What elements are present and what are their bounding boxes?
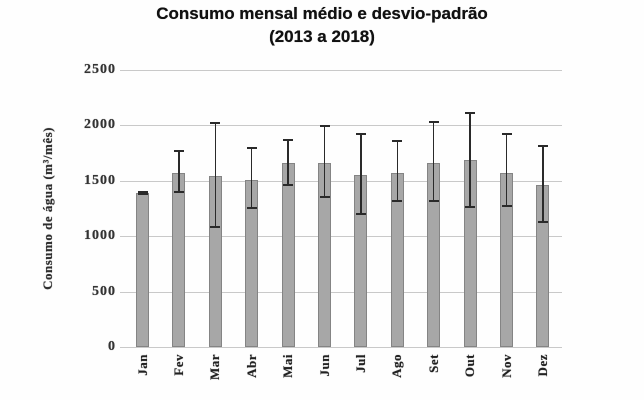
x-tick-label-Jan: Jan	[134, 354, 150, 376]
y-axis-title: Consumo de água (m³/mês)	[40, 127, 55, 290]
error-bar-line-Jan	[141, 191, 144, 195]
x-tick-label-Fev: Fev	[170, 354, 186, 376]
error-bar-line-Mar	[214, 123, 217, 227]
gridline-0	[120, 347, 562, 348]
chart-title-line1: Consumo mensal médio e desvio-padrão	[156, 4, 488, 23]
error-bar-cap-top-Out	[465, 112, 476, 115]
error-bar-line-Jul	[360, 134, 362, 215]
error-bar-line-Ago	[396, 140, 398, 202]
x-tick-label-Jun: Jun	[316, 354, 332, 377]
error-bar-cap-top-Set	[428, 120, 439, 123]
gridline-2500	[120, 70, 562, 71]
error-bar-cap-top-Jul	[355, 133, 366, 136]
x-tick-label-Set: Set	[425, 354, 441, 373]
bar-Mai	[281, 162, 295, 347]
error-bar-cap-top-Jan	[137, 190, 148, 193]
x-tick-label-Mai: Mai	[280, 354, 296, 378]
y-tick-label-1000: 1000	[84, 228, 116, 244]
x-tick-label-Dez: Dez	[534, 354, 550, 377]
y-tick-label-500: 500	[92, 283, 116, 299]
error-bar-cap-top-Fev	[173, 149, 184, 152]
x-tick-label-Jul: Jul	[352, 354, 368, 373]
error-bar-cap-bottom-Set	[428, 200, 439, 203]
error-bar-cap-bottom-Nov	[501, 204, 512, 207]
error-bar-cap-top-Dez	[537, 144, 548, 147]
x-tick-label-Abr: Abr	[243, 354, 259, 378]
y-tick-label-0: 0	[108, 339, 116, 354]
gridline-1000	[120, 236, 562, 238]
y-tick-label-2500: 2500	[84, 62, 116, 77]
error-bar-cap-bottom-Ago	[392, 200, 403, 203]
gridline-2000	[120, 125, 562, 127]
error-bar-cap-top-Ago	[392, 139, 403, 142]
error-bar-line-Mai	[287, 140, 289, 185]
error-bar-line-Jun	[323, 126, 326, 198]
y-axis-title-wrap: Consumo de água (m³/mês)	[38, 70, 58, 347]
bar-Jan	[136, 193, 149, 347]
error-bar-cap-top-Mar	[210, 122, 221, 125]
bar-Fev	[172, 172, 186, 347]
error-bar-cap-top-Jun	[319, 125, 330, 127]
x-tick-label-Mar: Mar	[207, 354, 223, 381]
y-tick-label-2000: 2000	[84, 117, 116, 133]
error-bar-cap-bottom-Out	[465, 205, 476, 208]
error-bar-cap-bottom-Fev	[173, 190, 184, 193]
chart-title-line2: (2013 a 2018)	[269, 27, 375, 46]
error-bar-cap-bottom-Jan	[137, 193, 148, 196]
error-bar-cap-bottom-Mar	[210, 225, 221, 228]
error-bar-line-Dez	[542, 145, 544, 222]
error-bar-line-Fev	[178, 150, 180, 192]
error-bar-cap-bottom-Jul	[355, 213, 366, 215]
error-bar-cap-top-Mai	[283, 139, 294, 142]
error-bar-line-Abr	[250, 148, 253, 208]
x-tick-label-Nov: Nov	[498, 354, 514, 378]
error-bar-cap-top-Nov	[501, 132, 512, 135]
error-bar-line-Set	[432, 121, 435, 202]
error-bar-cap-bottom-Jun	[319, 196, 330, 199]
chart-title: Consumo mensal médio e desvio-padrão (20…	[0, 2, 644, 48]
error-bar-cap-bottom-Abr	[246, 206, 257, 209]
x-tick-label-Ago: Ago	[389, 354, 405, 378]
gridline-500	[120, 291, 562, 293]
error-bar-line-Nov	[505, 133, 508, 206]
y-tick-label-1500: 1500	[84, 172, 116, 188]
error-bar-line-Out	[469, 113, 471, 207]
gridline-1500	[120, 180, 562, 182]
x-tick-label-Out: Out	[462, 354, 478, 378]
error-bar-cap-top-Abr	[246, 147, 257, 150]
error-bar-cap-bottom-Dez	[537, 220, 548, 223]
error-bar-cap-bottom-Mai	[283, 183, 294, 186]
